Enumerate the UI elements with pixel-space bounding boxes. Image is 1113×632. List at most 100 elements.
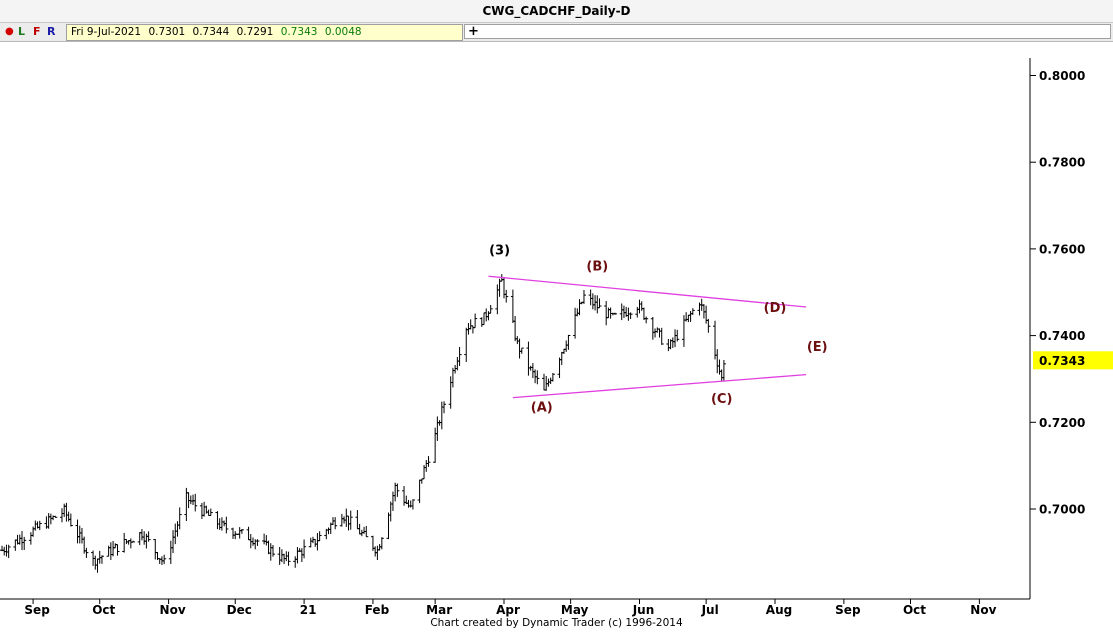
ohlc-bar [439,401,444,430]
ohlc-bar [28,532,33,545]
ohlc-bar [215,511,220,530]
ohlc-bar [357,523,362,535]
ohlc-bar [313,538,318,547]
wave-label: (A) [531,400,553,415]
footer-credit: Chart created by Dynamic Trader (c) 1996… [430,617,683,629]
ohlc-bar [557,357,562,379]
price-chart[interactable]: 0.8000 0.7800 0.7600 0.7400 0.7200 0.7000 Sep O… [0,42,1113,617]
ohlc-bar [408,500,413,508]
ohlc-bar [37,520,42,531]
ohlc-bar [302,539,307,559]
ohlc-bar [53,515,58,518]
ohlc-bar [619,303,624,321]
ohlc-bar [419,478,424,484]
ohlc-bar [355,510,360,530]
ohlc-bar [484,308,489,322]
ohlc-bar [541,373,546,391]
l-button[interactable]: L [18,25,26,38]
info-date: Fri 9-Jul-2021 [71,26,142,38]
x-tick-label: 21 [300,603,317,617]
ohlc-bar [637,299,642,314]
ohlc-bar [550,372,555,382]
ohlc-bar [526,341,531,376]
last-price-label: 0.7343 [1039,354,1085,368]
ohlc-bar [704,305,709,324]
ohlc-bar [533,369,538,384]
ohlc-bar [75,519,80,544]
f-button[interactable]: F [33,25,41,38]
ohlc-bar [653,328,658,338]
ohlc-bar [128,538,133,549]
y-tick-label: 0.7400 [1039,329,1085,343]
trendline-upper [488,275,807,308]
ohlc-bar [270,545,275,557]
y-tick-label: 0.7600 [1039,242,1085,256]
ohlc-bar [175,521,180,537]
ohlc-bar [713,320,718,360]
ohlc-bar [108,542,113,560]
ohlc-bar [246,526,251,541]
ohlc-bar [575,308,580,317]
ohlc-bar [308,537,313,548]
add-button[interactable]: + [464,24,1111,39]
ohlc-bar [146,531,151,542]
ohlc-bar [231,527,236,539]
ohlc-bar [4,544,9,557]
ohlc-bar [219,517,224,531]
ohlc-bar [395,483,400,497]
info-close: 0.7343 [280,26,318,38]
ohlc-bar [295,547,300,564]
ohlc-bar [375,545,380,561]
ohlc-bar [388,501,393,522]
ohlc-bar [433,427,438,463]
ohlc-bar [317,531,322,542]
y-tick-label: 0.8000 [1039,69,1085,83]
info-change: 0.0048 [324,26,362,38]
ohlc-bar [122,532,127,553]
x-tick-label: Apr [496,603,520,617]
wave-label: (E) [807,340,828,355]
wave-label: (C) [711,392,732,407]
r-button[interactable]: R [47,25,56,38]
x-tick-label: Feb [365,603,390,617]
ohlc-bar [588,289,593,306]
ohlc-bar [68,513,73,527]
ohlc-bar [504,289,509,303]
ohlc-bar [590,293,595,310]
info-high: 0.7344 [192,26,230,38]
ohlc-bar [435,416,440,441]
ohlc-bar [684,312,689,322]
ohlc-bar [593,295,598,311]
wave-label: (3) [489,244,510,259]
ohlc-bar [99,555,104,564]
ohlc-bar [206,509,211,516]
ohlc-bar [577,299,582,316]
ohlc-bar [77,525,82,544]
ohlc-bar [581,289,586,304]
ohlc-bar [64,502,69,522]
ohlc-bar [62,503,67,517]
ohlc-bar [517,338,522,359]
ohlc-bar [333,517,338,530]
ohlc-bar [530,363,535,379]
x-tick-label: Nov [160,603,186,617]
y-tick-label: 0.7000 [1039,503,1085,517]
ohlc-bar [131,540,136,543]
x-tick-label: Oct [903,603,926,617]
ohlc-bar [479,317,484,327]
info-open: 0.7301 [148,26,186,38]
ohlc-bar [162,554,167,565]
ohlc-bar [597,298,602,309]
ohlc-bar [344,508,349,527]
x-tick-label: Mar [426,603,452,617]
ohlc-bar [173,523,178,545]
ohlc-bar [386,512,391,540]
ohlc-bar [48,513,53,525]
ohlc-bar [457,346,462,366]
info-low: 0.7291 [236,26,274,38]
ohlc-bar [464,327,469,363]
ohlc-bar [535,370,540,385]
ohlc-bar [635,306,640,318]
ohlc-bar [659,327,664,345]
ohlc-bar [468,319,473,330]
